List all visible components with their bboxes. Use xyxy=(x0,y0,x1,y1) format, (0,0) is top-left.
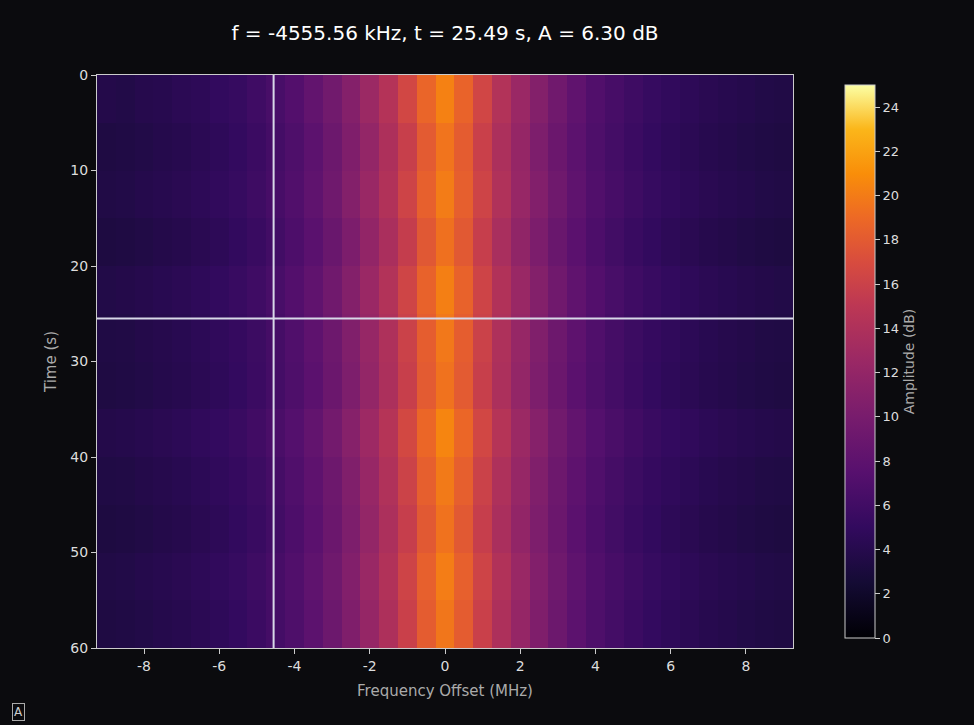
svg-text:4: 4 xyxy=(883,542,891,557)
svg-text:24: 24 xyxy=(883,100,900,115)
svg-text:8: 8 xyxy=(742,658,751,674)
svg-text:2: 2 xyxy=(883,586,891,601)
svg-text:20: 20 xyxy=(70,258,88,274)
svg-text:10: 10 xyxy=(70,162,88,178)
svg-text:30: 30 xyxy=(70,353,88,369)
svg-text:Frequency Offset (MHz): Frequency Offset (MHz) xyxy=(357,682,533,700)
svg-text:20: 20 xyxy=(883,188,900,203)
svg-text:10: 10 xyxy=(883,409,900,424)
svg-text:22: 22 xyxy=(883,144,900,159)
svg-text:-4: -4 xyxy=(288,658,302,674)
svg-text:0: 0 xyxy=(883,631,891,646)
svg-text:16: 16 xyxy=(883,277,900,292)
svg-text:2: 2 xyxy=(516,658,525,674)
svg-text:Amplitude (dB): Amplitude (dB) xyxy=(901,309,917,415)
svg-text:0: 0 xyxy=(79,67,88,83)
svg-text:0: 0 xyxy=(441,658,450,674)
svg-text:4: 4 xyxy=(591,658,600,674)
svg-text:A: A xyxy=(14,705,23,719)
svg-text:14: 14 xyxy=(883,321,900,336)
svg-text:-8: -8 xyxy=(137,658,151,674)
svg-text:6: 6 xyxy=(666,658,675,674)
svg-text:6: 6 xyxy=(883,498,891,513)
svg-text:Time (s): Time (s) xyxy=(42,331,60,393)
svg-text:-6: -6 xyxy=(212,658,226,674)
svg-text:8: 8 xyxy=(883,454,891,469)
svg-text:12: 12 xyxy=(883,365,900,380)
svg-text:18: 18 xyxy=(883,232,900,247)
svg-text:50: 50 xyxy=(70,544,88,560)
svg-text:-2: -2 xyxy=(363,658,377,674)
svg-text:f = -4555.56 kHz, t = 25.49 s,: f = -4555.56 kHz, t = 25.49 s, A = 6.30 … xyxy=(231,21,658,45)
svg-text:60: 60 xyxy=(70,640,88,656)
svg-text:40: 40 xyxy=(70,449,88,465)
